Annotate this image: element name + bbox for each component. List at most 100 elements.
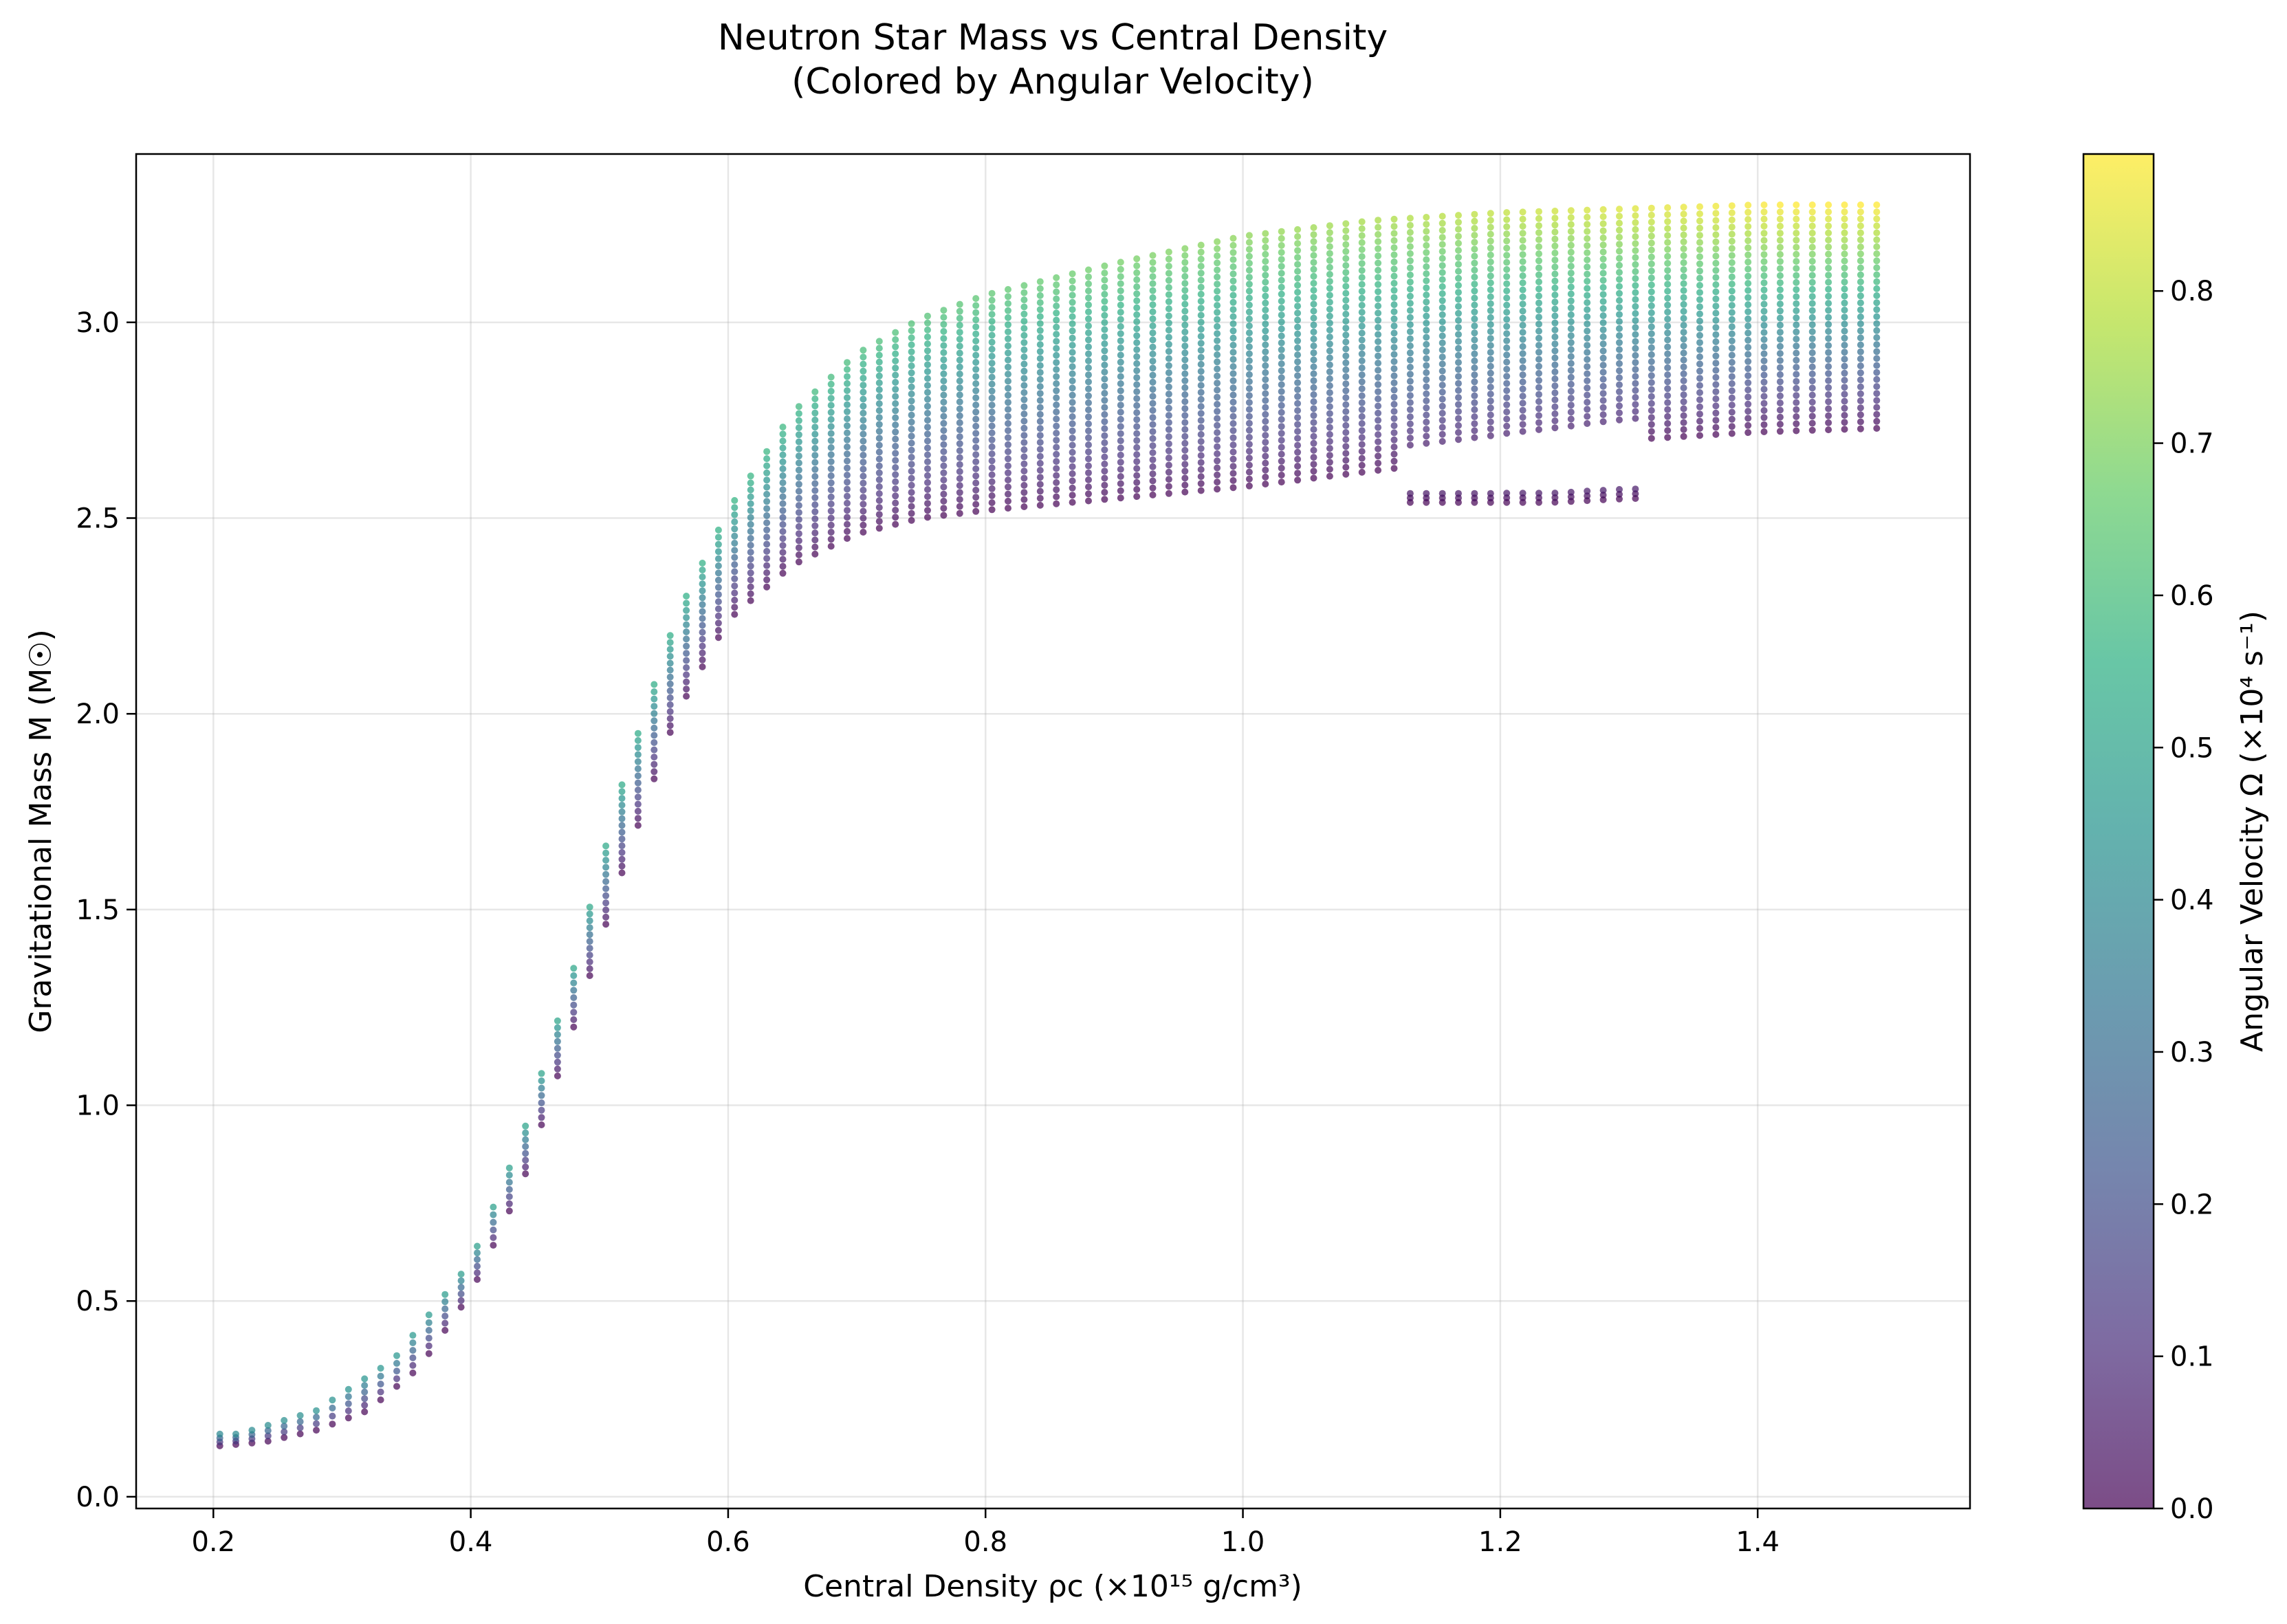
data-point xyxy=(1326,465,1333,473)
data-point xyxy=(425,1350,433,1357)
data-point xyxy=(1358,287,1366,295)
data-point xyxy=(1133,276,1141,283)
data-point xyxy=(860,367,867,375)
data-point xyxy=(924,451,931,459)
data-point xyxy=(1245,434,1253,441)
data-point xyxy=(586,965,593,972)
data-point xyxy=(1567,402,1575,409)
data-point xyxy=(602,842,610,850)
data-point xyxy=(1229,434,1237,441)
data-point xyxy=(875,393,883,400)
data-point xyxy=(377,1372,384,1380)
data-point xyxy=(1294,399,1302,407)
data-point xyxy=(1406,236,1414,243)
data-point xyxy=(795,487,802,495)
data-point xyxy=(1567,311,1575,318)
data-point xyxy=(1326,305,1333,313)
data-point xyxy=(1326,271,1333,278)
data-point xyxy=(1278,311,1285,319)
data-point xyxy=(538,1084,545,1092)
data-point xyxy=(924,375,931,382)
data-point xyxy=(1229,420,1237,427)
data-point xyxy=(1793,371,1800,378)
data-point xyxy=(1535,299,1542,307)
data-point xyxy=(1712,417,1720,424)
data-point xyxy=(1873,369,1881,376)
data-point xyxy=(860,430,867,438)
data-point xyxy=(699,587,706,595)
data-point xyxy=(1680,307,1687,315)
data-point xyxy=(1165,298,1172,305)
data-point xyxy=(875,400,883,408)
data-point xyxy=(1197,417,1205,424)
data-point xyxy=(1229,256,1237,263)
data-point xyxy=(570,1016,578,1023)
data-point xyxy=(1841,404,1848,412)
data-point xyxy=(1262,278,1269,286)
data-point xyxy=(1744,294,1752,301)
data-point xyxy=(988,436,996,443)
data-point xyxy=(1487,369,1494,377)
data-point xyxy=(860,494,867,501)
data-point xyxy=(1197,325,1205,333)
data-point xyxy=(1744,208,1752,216)
data-point xyxy=(1375,217,1382,224)
data-point xyxy=(1423,411,1430,419)
data-point xyxy=(811,437,819,445)
data-point xyxy=(1406,285,1414,293)
data-point xyxy=(988,429,996,437)
data-point xyxy=(1406,300,1414,307)
data-point xyxy=(1053,359,1060,366)
data-point xyxy=(1584,285,1591,292)
scatter-points xyxy=(216,201,1881,1449)
data-point xyxy=(1841,355,1848,363)
data-point xyxy=(441,1298,449,1306)
data-point xyxy=(731,568,738,575)
data-point xyxy=(1825,215,1832,223)
data-point xyxy=(1455,380,1462,387)
data-point xyxy=(1776,307,1784,315)
data-point xyxy=(1423,383,1430,391)
data-point xyxy=(1165,419,1172,426)
data-point xyxy=(908,509,915,517)
data-point xyxy=(1567,283,1575,291)
data-point xyxy=(1085,469,1092,476)
data-point xyxy=(1680,391,1687,399)
data-point xyxy=(1503,280,1511,287)
data-point xyxy=(1020,396,1028,404)
data-point xyxy=(1471,406,1478,413)
data-point xyxy=(1245,245,1253,253)
data-point xyxy=(1503,301,1511,309)
data-point xyxy=(1262,334,1269,342)
data-point xyxy=(779,493,787,501)
data-point xyxy=(1149,393,1157,400)
data-point xyxy=(1776,428,1784,435)
data-point xyxy=(1793,265,1800,272)
data-point xyxy=(1342,220,1350,228)
data-point xyxy=(924,458,931,465)
data-point xyxy=(779,500,787,507)
data-point xyxy=(731,604,738,611)
data-point xyxy=(1181,398,1189,406)
data-point xyxy=(699,628,706,636)
data-point xyxy=(1005,328,1011,336)
data-point xyxy=(1375,409,1382,417)
data-point xyxy=(908,481,915,489)
data-point xyxy=(1793,300,1800,307)
data-point xyxy=(1342,443,1350,450)
data-point xyxy=(1857,397,1864,404)
data-point xyxy=(1406,257,1414,265)
data-point xyxy=(1197,298,1205,305)
data-point xyxy=(972,430,980,437)
data-point xyxy=(1310,419,1317,426)
data-point xyxy=(1085,490,1092,498)
data-point xyxy=(1455,344,1462,352)
data-point xyxy=(1262,243,1269,251)
data-point xyxy=(1036,432,1044,439)
data-point xyxy=(956,433,963,441)
data-point xyxy=(1793,399,1800,406)
data-point xyxy=(1776,357,1784,364)
data-point xyxy=(1744,365,1752,373)
data-point xyxy=(1390,294,1398,301)
data-point xyxy=(1133,458,1141,465)
